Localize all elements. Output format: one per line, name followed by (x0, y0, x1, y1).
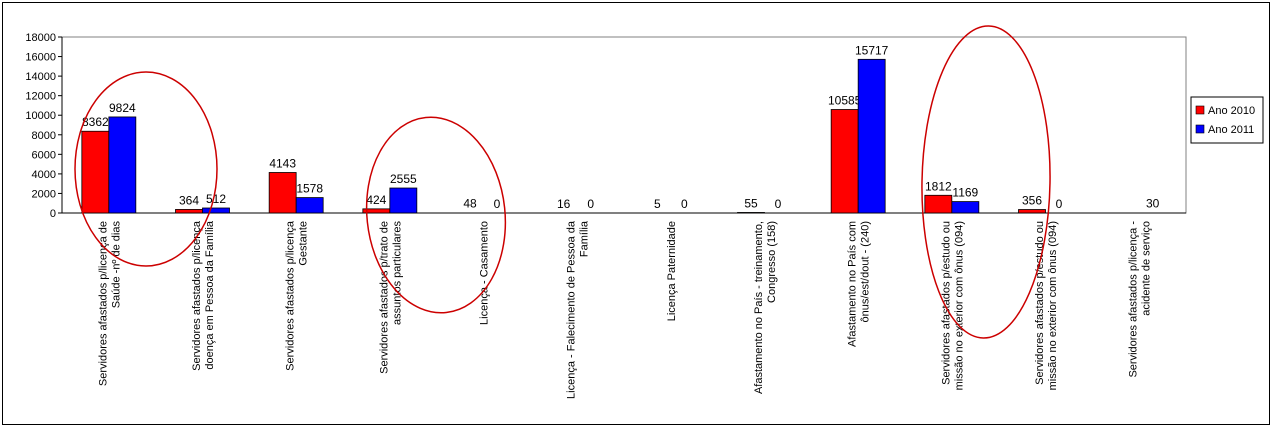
data-label: 8362 (82, 115, 109, 129)
x-category-label: Licença - Casamento (479, 221, 491, 325)
data-label: 1169 (952, 186, 978, 200)
data-label: 0 (587, 197, 594, 211)
data-label: 55 (744, 196, 758, 210)
x-category-label: Servidores afastados p/licença (191, 220, 203, 371)
data-label: 5 (654, 197, 661, 211)
data-label: 0 (681, 197, 688, 211)
y-tick-label: 4000 (32, 169, 56, 181)
legend-label: Ano 2010 (1208, 105, 1255, 117)
x-category-label: Servidores afastados p/trato de (378, 221, 390, 374)
data-label: 30 (1146, 197, 1160, 211)
bar (857, 58, 886, 214)
bar (951, 201, 980, 214)
legend-label: Ano 2011 (1208, 124, 1254, 136)
legend (1190, 96, 1264, 144)
legend-swatch (1195, 105, 1205, 115)
x-category-label: ônus/est/dout - (240) (860, 221, 872, 323)
data-label: 364 (179, 193, 199, 207)
data-label: 512 (206, 192, 226, 206)
x-category-label: Servidores afastados p/licença (285, 220, 297, 371)
bar (830, 109, 859, 214)
bar (1018, 209, 1046, 214)
x-category-label: Servidores afastados p/licença de (97, 221, 109, 386)
data-label: 4143 (269, 156, 296, 170)
bar-chart: 0200040006000800010000120001400016000180… (25, 25, 1264, 399)
x-category-label: missão no exterior com ônus (094) (1047, 221, 1059, 390)
y-tick-label: 2000 (32, 188, 56, 200)
bar (202, 207, 230, 214)
data-label: 424 (366, 193, 386, 207)
plot-area (61, 36, 1187, 214)
data-label: 16 (557, 197, 571, 211)
x-category-label: missão no exterior com ônus (094) (953, 221, 965, 390)
data-label: 0 (1056, 197, 1063, 211)
bar (924, 194, 953, 214)
y-tick-label: 8000 (32, 130, 56, 142)
y-tick-label: 18000 (25, 32, 56, 44)
data-label: 1812 (925, 179, 952, 193)
bar (295, 197, 324, 214)
data-label: 2555 (390, 172, 417, 186)
bar (268, 172, 297, 214)
legend-swatch (1195, 124, 1205, 134)
data-label: 10585 (828, 94, 862, 108)
x-category-label: Afastamento no País - treinamento, (753, 221, 765, 394)
data-label: 15717 (855, 43, 889, 57)
y-tick-label: 14000 (25, 71, 56, 83)
x-category-label: Servidores afastados p/estudo ou (940, 221, 952, 385)
y-tick-label: 12000 (25, 91, 56, 103)
x-category-label: Gestante (298, 221, 310, 266)
y-tick-label: 16000 (25, 52, 56, 64)
x-category-label: Servidores afastados p/licença - (1128, 221, 1140, 378)
bar (737, 212, 765, 214)
bar (81, 130, 110, 214)
x-category-label: Servidores afastados p/estudo ou (1034, 221, 1046, 385)
x-category-label: Família (579, 220, 591, 257)
y-tick-label: 0 (50, 208, 56, 220)
bar (389, 187, 418, 214)
x-category-label: doença em Pessoa da Família (204, 220, 216, 369)
data-label: 0 (775, 197, 782, 211)
data-label: 0 (494, 197, 501, 211)
x-category-label: Licença - Falecimento de Pessoa da (566, 220, 578, 399)
bar (175, 209, 203, 214)
x-category-label: Saúde -nº de dias (110, 221, 122, 309)
data-label: 356 (1022, 194, 1042, 208)
x-category-label: assuntos particulares (391, 221, 403, 325)
y-tick-label: 6000 (32, 149, 56, 161)
bar (108, 116, 137, 214)
y-tick-label: 10000 (25, 110, 56, 122)
x-category-label: Licença Paternidade (666, 221, 678, 321)
annotation-ellipse (921, 25, 1051, 339)
annotation-ellipse (365, 116, 507, 314)
annotation-ellipse (74, 71, 218, 267)
x-category-label: Congresso (158) (766, 221, 778, 303)
data-label: 48 (463, 197, 477, 211)
x-category-label: Afastamento no País com (847, 221, 859, 347)
x-category-label: acidente de serviço (1141, 221, 1153, 316)
data-label: 9824 (109, 101, 136, 115)
data-label: 1578 (296, 182, 323, 196)
